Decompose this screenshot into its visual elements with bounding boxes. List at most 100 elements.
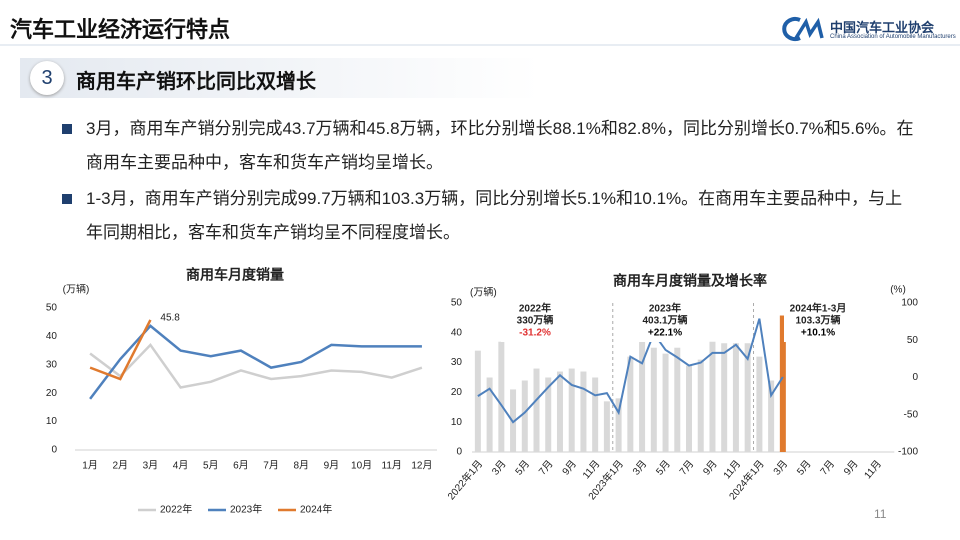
bar (615, 398, 622, 452)
annotation-total: 403.1万辆 (642, 314, 687, 327)
y-axis-label: (万辆) (63, 283, 90, 296)
legend-label: 2022年 (160, 503, 192, 516)
x-tick-label: 9月 (324, 460, 340, 472)
x-tick-label: 1月 (82, 460, 98, 472)
x-tick-label: 11月 (721, 458, 743, 481)
x-tick-label: 11月 (382, 460, 402, 472)
legend-label: 2024年 (300, 503, 332, 516)
x-tick-label: 4月 (173, 460, 189, 472)
bar (756, 356, 763, 452)
line-series (477, 318, 784, 424)
bar (556, 371, 563, 452)
bar (686, 365, 693, 452)
x-tick-label: 7月 (536, 458, 555, 478)
bar (533, 368, 540, 452)
logo-cn: 中国汽车工业协会 (830, 20, 935, 35)
y2-tick-label: 0 (912, 372, 918, 383)
y-tick-label: 0 (456, 447, 462, 458)
x-tick-label: 9月 (560, 458, 579, 478)
header-rule (0, 44, 960, 46)
y-tick-label: 20 (451, 387, 463, 398)
bar (768, 380, 775, 452)
annotation-period: 2023年 (649, 302, 681, 315)
section-title: 商用车产销环比同比双增长 (76, 71, 316, 93)
x-tick-label: 2022年1月 (444, 457, 485, 502)
line-series (89, 319, 152, 381)
y-tick-label: 0 (51, 445, 57, 456)
y-tick-label: 30 (451, 357, 463, 368)
bar (568, 368, 575, 452)
y2-tick-label: -50 (904, 409, 919, 420)
x-tick-label: 7月 (818, 458, 837, 478)
annotation-bg (784, 302, 852, 342)
annotation-growth: -31.2% (519, 328, 551, 339)
x-tick-label: 12月 (411, 460, 432, 472)
bar (650, 347, 657, 452)
line-series (89, 324, 422, 400)
x-tick-label: 3月 (489, 458, 508, 478)
y-tick-label: 20 (46, 388, 58, 399)
annotation-period: 2024年1-3月 (790, 302, 847, 315)
chart-title: 商用车月度销量 (186, 267, 284, 283)
y2-tick-label: -100 (898, 447, 918, 458)
y2-axis-label: (%) (890, 285, 906, 296)
y-tick-label: 50 (451, 298, 463, 309)
x-tick-label: 7月 (263, 460, 279, 472)
y2-tick-label: 100 (901, 298, 918, 309)
bullet: 1-3月，商用车产销分别完成99.7万辆和103.3万辆，同比分别增长5.1%和… (62, 182, 916, 250)
x-tick-label: 3月 (771, 458, 790, 478)
bar (580, 371, 587, 452)
y-tick-label: 40 (46, 331, 58, 342)
line-series (89, 342, 423, 389)
x-tick-label: 3月 (143, 460, 159, 472)
annotation-total: 330万辆 (517, 314, 554, 327)
bar (498, 341, 505, 452)
x-tick-label: 5月 (654, 458, 673, 478)
bar (744, 343, 751, 452)
bar (521, 380, 528, 452)
annotation-total: 103.3万辆 (795, 314, 840, 327)
bar (474, 350, 481, 452)
bar (697, 359, 704, 452)
bar (709, 341, 716, 452)
logo-mark (782, 17, 824, 41)
section-number: 3 (30, 61, 64, 95)
annotation-period: 2022年 (519, 302, 551, 315)
annotation-bg (631, 302, 699, 342)
bar (486, 377, 493, 452)
annotation-growth: +22.1% (648, 328, 682, 339)
y-tick-label: 50 (46, 303, 58, 314)
bar (721, 343, 728, 452)
x-tick-label: 9月 (841, 458, 860, 478)
x-tick-label: 2月 (112, 460, 128, 472)
bar (592, 377, 599, 452)
y-axis-label: (万辆) (470, 286, 497, 299)
bar (545, 377, 552, 452)
chart-title: 商用车月度销量及增长率 (613, 273, 767, 289)
x-tick-label: 10月 (351, 460, 372, 472)
header-title: 汽车工业经济运行特点 (10, 17, 231, 42)
x-tick-label: 5月 (513, 458, 532, 478)
bar (674, 347, 681, 452)
annotation-bg (501, 302, 569, 342)
x-tick-label: 8月 (293, 460, 309, 472)
bar (627, 356, 634, 452)
x-tick-label: 9月 (701, 458, 720, 478)
y-tick-label: 10 (46, 416, 58, 427)
bar (779, 315, 786, 452)
page-number: 11 (874, 507, 887, 521)
legend-label: 2023年 (230, 503, 262, 516)
data-label: 45.8 (160, 313, 180, 324)
x-tick-label: 6月 (233, 460, 249, 472)
y-tick-label: 40 (451, 327, 463, 338)
bullet: 3月，商用车产销分别完成43.7万辆和45.8万辆，环比分别增长88.1%和82… (62, 112, 916, 180)
annotation-growth: +10.1% (801, 328, 835, 339)
bar (662, 353, 669, 452)
y-tick-label: 30 (46, 359, 58, 370)
logo-en: China Association of Automobile Manufact… (830, 34, 956, 40)
section-band (20, 58, 540, 98)
x-tick-label: 7月 (677, 458, 696, 478)
x-tick-label: 5月 (203, 460, 219, 472)
bar (732, 343, 739, 452)
